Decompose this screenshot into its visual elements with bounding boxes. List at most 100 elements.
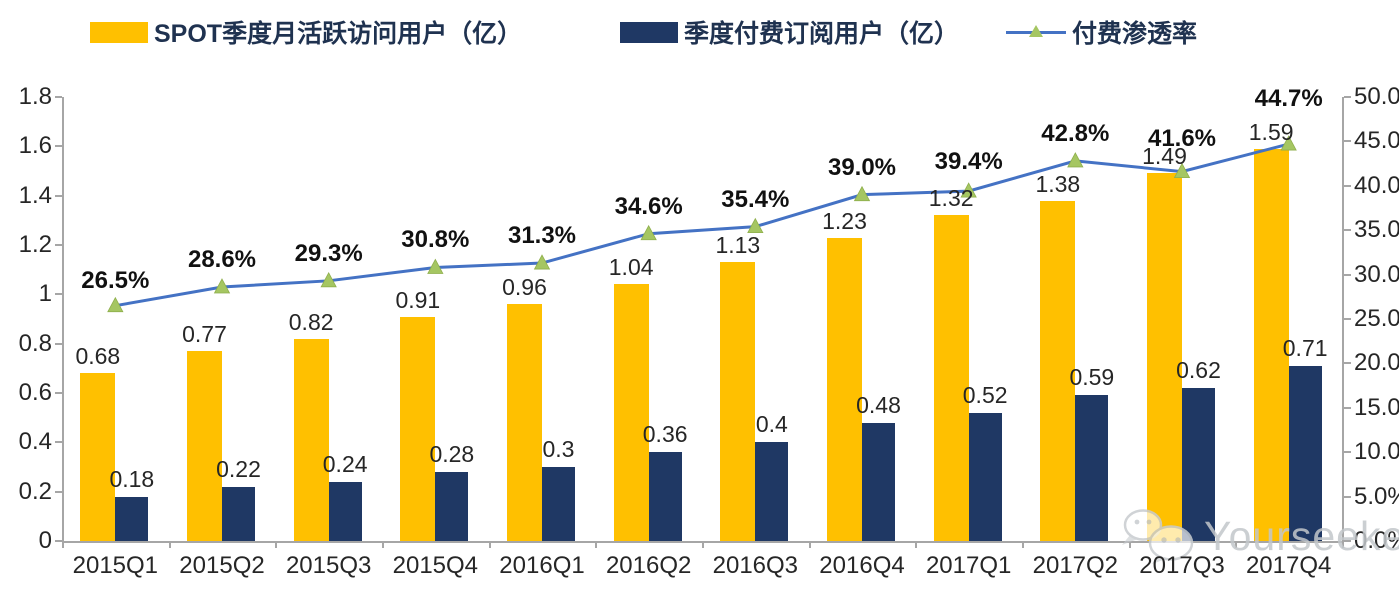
penetration-value-label: 26.5% — [81, 266, 150, 294]
y-axis-right-tick — [1344, 451, 1351, 454]
x-axis-tick — [1128, 541, 1131, 548]
legend-item-mau: SPOT季度月活跃访问用户（亿） — [90, 16, 522, 48]
penetration-marker — [853, 185, 871, 202]
y-axis-left-tick — [55, 441, 62, 444]
y-axis-left-tick — [55, 96, 62, 98]
subs-legend-label: 季度付费订阅用户（亿） — [684, 20, 960, 48]
subs-value-label: 0.22 — [216, 455, 261, 482]
y-axis-left-tick-label: 0.8 — [18, 329, 52, 357]
subs-bar — [755, 442, 789, 541]
x-axis-tick — [1022, 541, 1024, 548]
mau-bar — [720, 262, 756, 541]
y-axis-right-tick-label: 25.0% — [1354, 305, 1399, 332]
subs-value-label: 0.4 — [755, 411, 788, 438]
subs-bar — [222, 486, 255, 541]
mau-bar — [827, 237, 862, 541]
y-axis-right-tick — [1344, 362, 1351, 365]
y-axis-right-tick — [1344, 495, 1351, 498]
penetration-value-label: 30.8% — [401, 226, 470, 254]
x-axis-label: 2015Q2 — [179, 552, 265, 579]
x-axis-label: 2017Q4 — [1245, 552, 1332, 579]
x-axis-label: 2017Q2 — [1032, 552, 1119, 579]
y-axis-right-tick-label: 15.0% — [1354, 393, 1399, 421]
subs-bar — [115, 496, 149, 541]
y-axis-right-tick-label: 30.0% — [1354, 260, 1399, 288]
penetration-value-label: 34.6% — [614, 192, 683, 220]
penetration-value-label: 42.8% — [1041, 119, 1110, 147]
y-axis-left-tick-label: 0.4 — [18, 428, 52, 456]
y-axis-left-tick-label: 0.2 — [18, 477, 52, 505]
y-axis-left-tick — [55, 540, 62, 542]
y-axis-right-tick — [1344, 96, 1351, 98]
mau-bar — [400, 316, 436, 541]
subs-value-label: 0.3 — [542, 436, 575, 462]
x-axis-tick — [1235, 541, 1238, 548]
mau-value-label: 0.82 — [288, 308, 334, 335]
x-axis-label: 2016Q2 — [605, 552, 692, 579]
y-axis-left-tick-label: 0 — [38, 527, 52, 554]
penetration-marker — [107, 296, 124, 313]
y-axis-left-tick — [55, 342, 62, 345]
subs-bar — [968, 412, 1002, 541]
penetration-marker — [213, 278, 231, 294]
penetration-value-label: 39.0% — [827, 153, 897, 181]
subs-value-label: 0.59 — [1069, 364, 1115, 391]
penetration-marker — [747, 217, 764, 234]
mau-bar — [613, 284, 649, 541]
mau-bar — [293, 338, 329, 541]
mau-value-label: 0.91 — [395, 286, 441, 313]
x-axis-tick — [275, 541, 278, 548]
y-axis-left — [62, 97, 64, 541]
subs-bar — [648, 452, 682, 541]
x-axis-label: 2015Q4 — [392, 552, 479, 579]
x-axis-tick — [702, 541, 704, 548]
y-axis-right-tick — [1344, 406, 1351, 409]
x-axis-label: 2016Q1 — [499, 552, 585, 579]
mau-bar — [933, 215, 969, 541]
penetration-value-label: 31.3% — [507, 222, 577, 250]
y-axis-left-tick — [55, 145, 62, 148]
triangle-marker-icon — [1029, 24, 1043, 37]
legend-item-subs: 季度付费订阅用户（亿） — [620, 16, 959, 48]
x-axis-tick — [382, 541, 384, 548]
subs-bar — [328, 481, 362, 541]
y-axis-right-tick — [1344, 229, 1351, 232]
y-axis-right-tick-label: 35.0% — [1354, 216, 1399, 244]
subs-value-label: 0.24 — [322, 450, 368, 477]
subs-bar — [435, 471, 469, 541]
mau-value-label: 1.04 — [608, 254, 654, 281]
x-axis-label: 2016Q3 — [712, 552, 799, 579]
y-axis-left-tick-label: 0.6 — [18, 379, 52, 406]
penetration-value-label: 39.4% — [934, 148, 1003, 176]
mau-bar — [187, 351, 222, 541]
penetration-legend-marker — [1006, 22, 1066, 43]
y-axis-left-tick — [55, 392, 62, 394]
x-axis-label: 2015Q1 — [72, 552, 159, 579]
y-axis-right-tick — [1344, 273, 1351, 276]
mau-bar — [80, 373, 116, 541]
y-axis-right-tick-label: 10.0% — [1354, 438, 1399, 466]
y-axis-right-tick — [1344, 540, 1351, 542]
x-axis-tick — [808, 541, 811, 548]
penetration-value-label: 29.3% — [294, 239, 363, 267]
penetration-marker — [320, 271, 337, 288]
mau-value-label: 0.96 — [502, 274, 547, 301]
penetration-legend-label: 付费渗透率 — [1072, 20, 1198, 48]
y-axis-right-tick-label: 20.0% — [1354, 349, 1399, 377]
x-axis-label: 2017Q3 — [1139, 552, 1225, 579]
y-axis-right-tick-label: 50.0% — [1354, 83, 1399, 110]
subs-bar — [1182, 388, 1215, 541]
subs-bar — [542, 467, 575, 541]
x-axis-tick — [1342, 541, 1344, 548]
y-axis-right-tick-label: 45.0% — [1354, 127, 1399, 155]
subs-value-label: 0.48 — [856, 391, 901, 418]
penetration-marker — [1067, 152, 1084, 168]
y-axis-right-tick-label: 0.0% — [1354, 527, 1399, 554]
subs-bar — [1288, 365, 1322, 541]
mau-value-label: 1.13 — [715, 232, 761, 259]
legend-item-penetration: 付费渗透率 — [1006, 16, 1197, 48]
subs-bar — [1075, 395, 1109, 541]
y-axis-right — [1342, 97, 1344, 541]
x-axis-tick — [168, 541, 171, 548]
